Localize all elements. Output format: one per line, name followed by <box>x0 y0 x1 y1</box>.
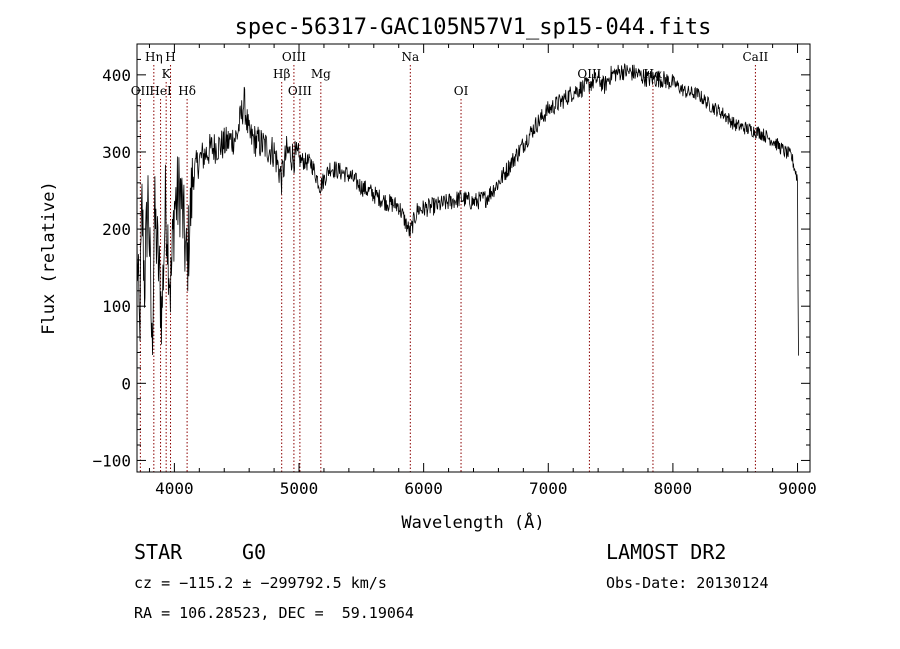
spectral-line-label: OII <box>131 84 151 98</box>
y-tick-label: 200 <box>102 220 131 239</box>
spectral-line-label: K <box>162 67 172 81</box>
spectral-line-label: OI <box>454 84 469 98</box>
spectral-line-label: Hβ <box>273 67 290 81</box>
y-tick-label: 400 <box>102 66 131 85</box>
spectral-line-label: OIII <box>288 84 312 98</box>
coordinates-text: RA = 106.28523, DEC = 59.19064 <box>134 604 414 622</box>
spectral-line-label: Mg <box>311 67 331 81</box>
y-tick-label: 100 <box>102 297 131 316</box>
x-tick-label: 9000 <box>778 479 817 498</box>
chart-title: spec-56317-GAC105N57V1_sp15-044.fits <box>235 15 712 40</box>
x-tick-label: 4000 <box>155 479 194 498</box>
x-tick-label: 5000 <box>280 479 319 498</box>
plot-frame <box>136 43 811 473</box>
redshift-text: cz = −115.2 ± −299792.5 km/s <box>134 574 387 592</box>
object-subclass: G0 <box>242 540 267 564</box>
y-tick-label: 0 <box>121 374 131 393</box>
spectral-line-label: Hη <box>145 50 163 64</box>
spectral-line-label: H <box>165 50 175 64</box>
spectral-line-label: CaII <box>742 50 768 64</box>
obs-date-text: Obs-Date: 20130124 <box>606 574 769 592</box>
x-tick-label: 8000 <box>654 479 693 498</box>
spectrum-series-line <box>136 63 799 356</box>
spectral-line-label: Hδ <box>178 84 196 98</box>
x-axis-label: Wavelength (Å) <box>401 511 544 533</box>
y-tick-label: −100 <box>92 451 131 470</box>
x-tick-label: 6000 <box>404 479 443 498</box>
y-tick-label: 300 <box>102 143 131 162</box>
axis-ticks-layer: 4000 5000 6000 7000 8000 9000 −100 0 100 200 300 40… <box>92 44 817 498</box>
spectral-line-label: Na <box>401 50 419 64</box>
object-class: STAR <box>134 540 183 564</box>
x-tick-label: 7000 <box>529 479 568 498</box>
spectral-line-label: OIII <box>282 50 306 64</box>
survey-name: LAMOST DR2 <box>606 540 727 564</box>
spectral-line-label: HeI <box>149 84 172 98</box>
y-axis-label: Flux (relative) <box>39 181 59 335</box>
